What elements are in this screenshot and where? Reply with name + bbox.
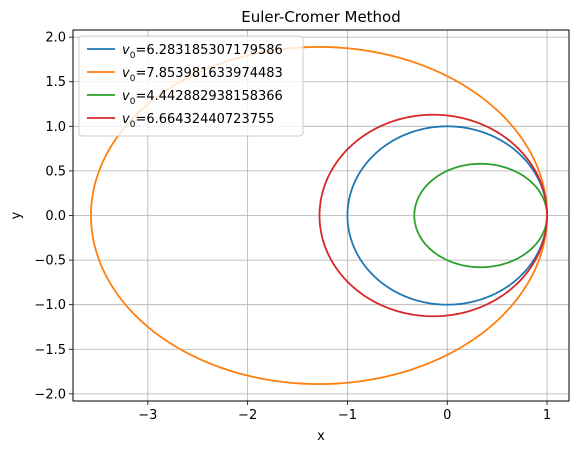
y-tick-label: −2.0 (34, 387, 66, 402)
legend: v0=6.283185307179586 v0=7.853981633974483… (78, 35, 304, 137)
legend-label: v0=4.442882938158366 (122, 89, 283, 107)
ticks: −3 −2 −1 0 1 −2.0 −1.5 −1.0 −0.5 0.0 0.5 1.0 1.5 2.0 (34, 31, 551, 423)
y-tick-label: 1.5 (45, 75, 66, 90)
y-tick-label: −0.5 (34, 254, 66, 269)
series-line (346, 125, 548, 306)
chart-title: Euler-Cromer Method (241, 8, 401, 26)
x-tick-label: −1 (338, 408, 357, 423)
x-axis-label: x (317, 429, 325, 444)
y-tick-label: 1.0 (45, 120, 66, 135)
series-line (413, 162, 548, 269)
series-line (318, 113, 548, 318)
y-tick-label: 2.0 (45, 31, 66, 46)
y-tick-label: 0.0 (45, 209, 66, 224)
x-tick-label: −3 (138, 408, 157, 423)
legend-box (78, 35, 304, 137)
y-axis-label: y (9, 211, 24, 219)
legend-label: v0=6.283185307179586 (122, 43, 283, 61)
legend-label: v0=6.66432440723755 (122, 112, 275, 130)
series-line (90, 46, 548, 385)
y-tick-label: −1.0 (34, 298, 66, 313)
x-tick-label: 0 (443, 408, 451, 423)
y-tick-label: 0.5 (45, 164, 66, 179)
y-tick-label: −1.5 (34, 343, 66, 358)
series-lines (90, 46, 548, 385)
legend-label: v0=7.853981633974483 (122, 66, 283, 84)
x-tick-label: −2 (238, 408, 257, 423)
x-tick-label: 1 (543, 408, 551, 423)
